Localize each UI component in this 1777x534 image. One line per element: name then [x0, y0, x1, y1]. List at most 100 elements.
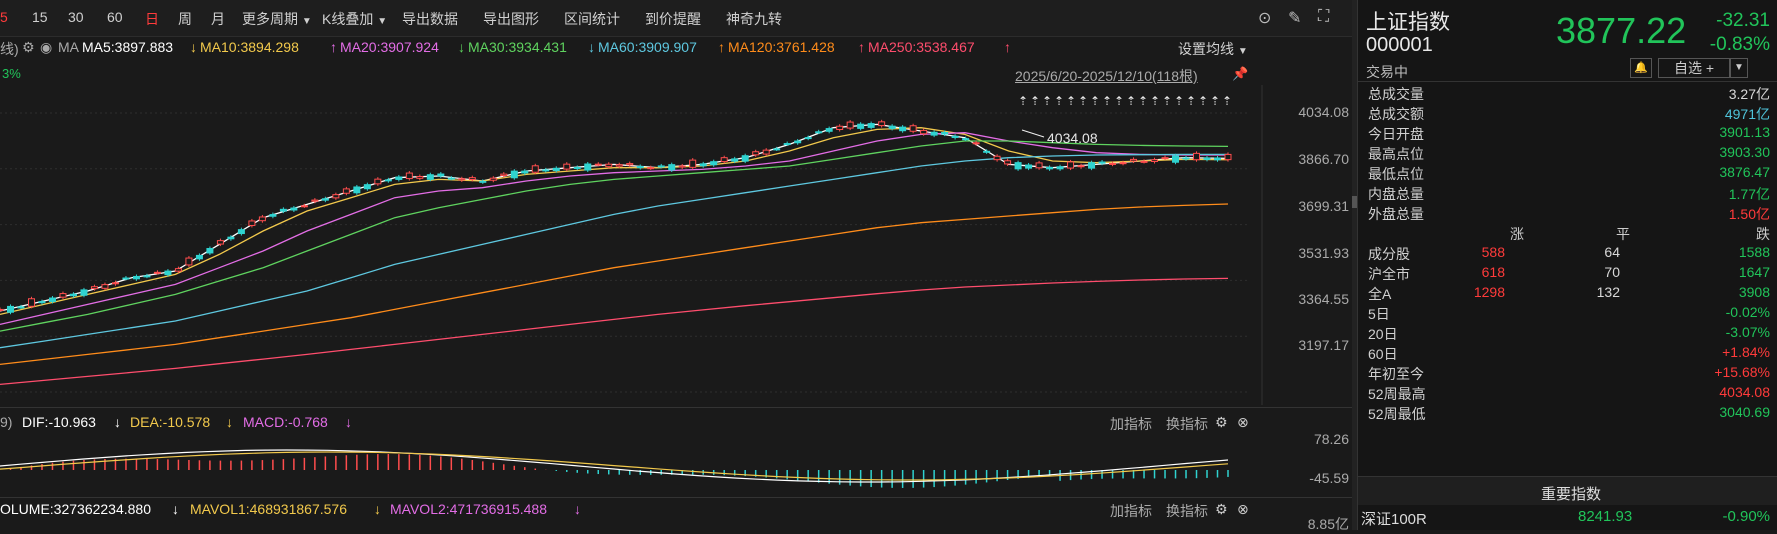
pin-icon[interactable]: 📌 — [1232, 66, 1249, 81]
macd-dea-arrow: ↓ — [226, 414, 233, 430]
candle-body — [1067, 161, 1075, 169]
candle-body — [185, 257, 193, 266]
candle-body — [563, 163, 571, 170]
candle-body — [584, 163, 592, 171]
candle-body — [164, 270, 172, 276]
candle-body — [143, 275, 151, 278]
price-change-pct: -0.83% — [1709, 34, 1770, 55]
period-label: 60日 — [1368, 346, 1398, 362]
candle-body — [794, 140, 802, 144]
export-data-button[interactable]: 导出数据 — [402, 11, 458, 27]
close-icon[interactable]: ⊗ — [1237, 501, 1249, 517]
period-15[interactable]: 15 — [32, 9, 48, 25]
candle-body — [27, 298, 35, 307]
series-line-ma30 — [0, 140, 1229, 332]
magic-nine-marker: ⇡ — [1222, 94, 1232, 108]
fullscreen-icon[interactable]: ⛶ — [1318, 8, 1330, 25]
switch-indicator-button[interactable]: 换指标 — [1166, 503, 1208, 519]
period-return-row: 5日 -0.02% — [1368, 304, 1770, 326]
candle-body — [216, 240, 224, 245]
chevron-down-icon: ▼ — [377, 16, 388, 27]
chevron-down-icon[interactable]: ▼ — [1730, 58, 1748, 78]
y-tick-label: 3197.17 — [1298, 337, 1349, 353]
candle-body — [405, 172, 413, 180]
vertical-scrollbar[interactable] — [1352, 0, 1357, 530]
k-overlay-dropdown[interactable]: K线叠加 ▼ — [322, 9, 387, 29]
breadth-down: 1647 — [1738, 264, 1770, 280]
candle-body — [720, 157, 728, 163]
eye-icon[interactable]: ◉ — [40, 39, 53, 55]
date-range[interactable]: 2025/6/20-2025/12/10(118根) — [1015, 68, 1198, 84]
stat-value: 3901.13 — [1719, 124, 1770, 140]
gear-icon[interactable]: ⚙ — [1215, 414, 1228, 430]
magic-nine-marker: ⇡ — [1030, 94, 1040, 108]
price-alert-button[interactable]: 到价提醒 — [645, 11, 701, 27]
close-icon[interactable]: ⊗ — [1237, 414, 1249, 430]
stat-row: 最高点位 3903.30 — [1368, 144, 1770, 166]
period-label: 5日 — [1368, 306, 1390, 322]
candle-body — [1035, 162, 1043, 169]
candle-body — [132, 275, 140, 280]
candle-body — [888, 125, 896, 129]
ma-settings-button[interactable]: 设置均线 ▼ — [1178, 39, 1248, 59]
quote-panel: 上证指数 000001 交易中 3877.22 -32.31 -0.83% 🔔 … — [1357, 0, 1777, 530]
add-indicator-button[interactable]: 加指标 — [1110, 503, 1152, 519]
dea-line — [0, 451, 1229, 481]
candle-body — [741, 155, 749, 162]
circle-chevron-icon[interactable]: ⊙ — [1258, 10, 1272, 27]
candle-body — [1130, 158, 1138, 162]
ma-item-4: MA60:3909.907 — [598, 39, 697, 55]
y-tick-label: 3531.93 — [1298, 245, 1349, 261]
y-tick-label: 4034.08 — [1298, 104, 1349, 120]
candle-body — [500, 173, 508, 177]
period-return-row: 52周最高 4034.08 — [1368, 384, 1770, 406]
candle-body — [531, 165, 539, 173]
period-week[interactable]: 周 — [178, 11, 192, 27]
bell-icon[interactable]: 🔔 — [1630, 58, 1652, 78]
high-marker-arrow — [1021, 129, 1045, 138]
candle-body — [48, 297, 56, 302]
index-row-name[interactable]: 深证100R — [1361, 511, 1427, 528]
magic-nine-marker: ⇡ — [1042, 94, 1052, 108]
watchlist-add-button[interactable]: 自选 + — [1658, 58, 1730, 78]
candle-body — [38, 301, 46, 304]
more-period-dropdown[interactable]: 更多周期 ▼ — [242, 9, 312, 29]
candle-body — [951, 135, 959, 138]
breadth-up: 588 — [1481, 244, 1505, 260]
period-60[interactable]: 60 — [107, 9, 123, 25]
candle-body — [101, 284, 109, 289]
candle-body — [647, 167, 655, 170]
y-tick-label: 3364.55 — [1298, 291, 1349, 307]
magic-nine-button[interactable]: 神奇九转 — [726, 11, 782, 27]
candle-body — [332, 194, 340, 199]
add-indicator-button[interactable]: 加指标 — [1110, 416, 1152, 432]
index-name: 上证指数 — [1366, 11, 1450, 34]
candle-body — [920, 129, 928, 135]
export-chart-button[interactable]: 导出图形 — [483, 11, 539, 27]
candle-body — [836, 125, 844, 131]
candle-body — [783, 143, 791, 146]
gear-icon[interactable]: ⚙ — [22, 39, 35, 55]
period-month[interactable]: 月 — [211, 11, 225, 27]
range-stats-button[interactable]: 区间统计 — [564, 11, 620, 27]
period-day[interactable]: 日 — [145, 11, 159, 27]
candle-body — [69, 293, 77, 297]
candle-body — [6, 305, 14, 313]
ma-item-5: MA120:3761.428 — [728, 39, 835, 55]
period-30[interactable]: 30 — [68, 9, 84, 25]
macd-dea: DEA:-10.578 — [130, 414, 211, 430]
chevron-down-icon: ▼ — [301, 16, 312, 27]
kline-chart[interactable]: ⇡ ⇡ ⇡ ⇡ ⇡ ⇡ ⇡ ⇡ ⇡ ⇡ ⇡ ⇡ ⇡ ⇡ ⇡ ⇡ ⇡ ⇡ — [0, 85, 1352, 405]
gear-icon[interactable]: ⚙ — [1215, 501, 1228, 517]
period-5[interactable]: 5 — [0, 9, 8, 25]
candle-body — [1172, 155, 1180, 163]
series-line-ma60 — [0, 153, 1228, 349]
stat-row: 今日开盘 3901.13 — [1368, 124, 1770, 146]
candle-body — [752, 151, 760, 156]
switch-indicator-button[interactable]: 换指标 — [1166, 416, 1208, 432]
macd-prefix: 9) — [0, 414, 13, 430]
candle-body — [689, 159, 697, 168]
scrollbar-thumb[interactable] — [1352, 196, 1357, 208]
breadth-label: 成分股 — [1368, 246, 1410, 262]
brush-icon[interactable]: ✎ — [1288, 10, 1302, 27]
